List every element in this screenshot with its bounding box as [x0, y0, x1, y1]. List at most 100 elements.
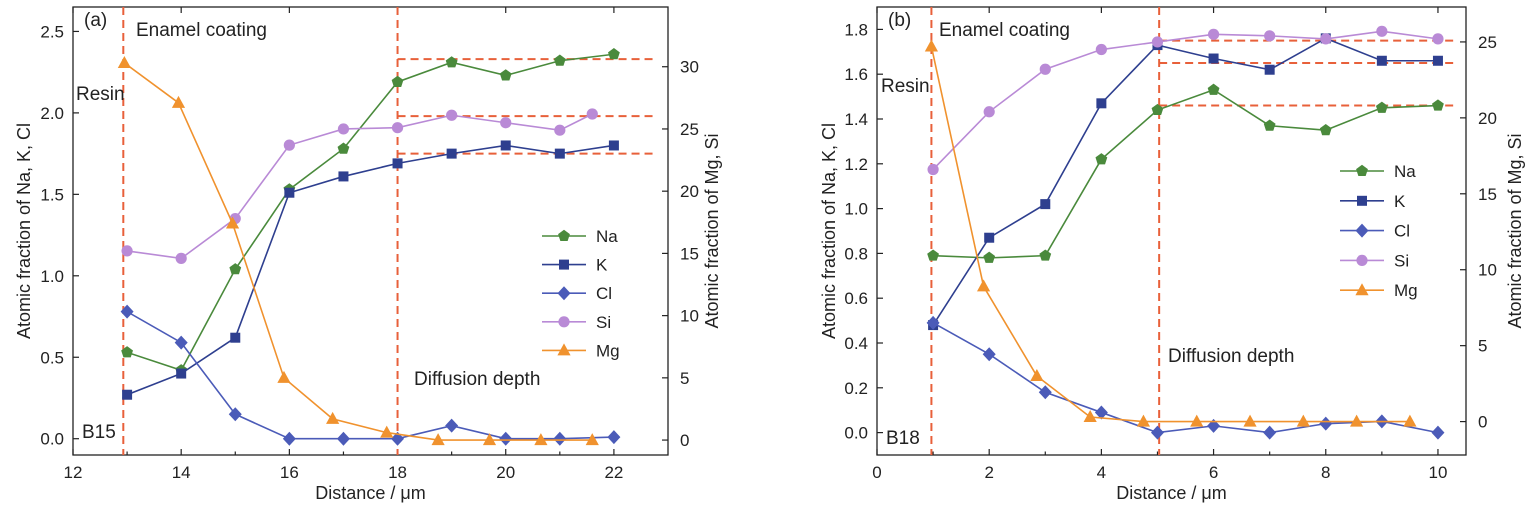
- data-point-k: [1432, 55, 1443, 66]
- data-point-k: [1040, 199, 1051, 210]
- data-point-k: [1264, 64, 1275, 75]
- data-point-mg: [1296, 414, 1310, 427]
- legend-marker-na: [1356, 164, 1368, 177]
- x-tick-label: 8: [1321, 463, 1330, 482]
- data-point-na: [927, 249, 939, 261]
- legend-marker-mg: [1355, 283, 1369, 296]
- data-point-k: [1208, 53, 1219, 64]
- data-point-cl: [1038, 385, 1052, 400]
- data-point-na: [391, 75, 404, 87]
- panel-b: 0 2 4 6 8 10 0.0 0.2 0.4 0.6 0.8 1.0 1.2 1.4 1.6 1.8 0 5 1…: [819, 6, 1525, 503]
- data-point-cl: [445, 418, 459, 433]
- data-point-si: [1376, 25, 1388, 37]
- plot-frame: [876, 6, 1467, 456]
- y-right-tick-label: 0: [680, 431, 689, 450]
- legend-marker-na: [558, 229, 570, 242]
- y-left-tick-label: 1.0: [844, 200, 868, 219]
- legend-marker-si: [558, 316, 570, 328]
- data-point-cl: [120, 304, 134, 319]
- data-point-k: [392, 158, 403, 169]
- y-left-tick-label: 0.5: [40, 348, 64, 367]
- data-point-mg: [171, 95, 186, 108]
- data-point-mg: [585, 433, 599, 446]
- series-line-mg: [930, 46, 1410, 423]
- data-point-na: [553, 54, 566, 66]
- x-tick-label: 6: [1209, 463, 1218, 482]
- data-point-si: [1039, 63, 1051, 75]
- y-left-tick-label: 1.2: [844, 155, 868, 174]
- legend-label: K: [596, 256, 608, 275]
- y-right-tick-label: 0: [1478, 413, 1487, 432]
- data-point-k: [1376, 55, 1387, 66]
- data-point-cl: [1431, 425, 1445, 440]
- y-left-tick-label: 1.8: [844, 20, 868, 39]
- data-point-k: [554, 148, 565, 159]
- y-axis-label-right: Atomic fraction of Mg, Si: [702, 133, 722, 328]
- x-tick-label: 10: [1428, 463, 1447, 482]
- y-right-tick-label: 10: [680, 307, 699, 326]
- x-tick-label: 2: [984, 463, 993, 482]
- y-left-tick-label: 0.8: [844, 244, 868, 263]
- series-line-na: [933, 88, 1438, 259]
- y-left-tick-label: 0.0: [40, 430, 64, 449]
- legend-label: Mg: [596, 341, 620, 360]
- data-point-na: [445, 56, 458, 68]
- data-point-si: [927, 163, 939, 176]
- y-left-tick-label: 2.5: [40, 22, 64, 41]
- y-left-tick-label: 2.0: [40, 104, 64, 123]
- data-point-cl: [1094, 405, 1108, 420]
- data-point-cl: [926, 315, 940, 330]
- legend-marker-cl: [557, 286, 571, 301]
- y-left-tick-label: 1.6: [844, 65, 868, 84]
- x-axis-label: Distance / μm: [1116, 483, 1226, 503]
- data-point-k: [122, 389, 133, 400]
- data-point-k: [284, 187, 295, 198]
- data-point-si: [983, 106, 995, 118]
- legend-label: Na: [596, 227, 618, 246]
- y-right-tick-label: 10: [1478, 261, 1497, 280]
- data-point-k: [608, 140, 619, 151]
- legend-marker-cl: [1355, 223, 1369, 238]
- data-point-si: [337, 123, 350, 135]
- series-line-si: [126, 113, 593, 260]
- data-point-na: [1207, 83, 1220, 95]
- data-point-si: [1264, 30, 1276, 42]
- data-point-cl: [282, 431, 296, 446]
- data-point-cl: [607, 430, 621, 445]
- x-tick-label: 12: [64, 463, 83, 482]
- y-right-tick-label: 20: [680, 182, 699, 201]
- legend-label: Mg: [1394, 281, 1418, 300]
- y-left-tick-label: 0.2: [844, 379, 868, 398]
- plot-frame: [72, 6, 669, 456]
- data-point-cl: [1319, 416, 1333, 431]
- data-point-na: [1039, 249, 1052, 261]
- data-point-cl: [336, 431, 350, 446]
- data-point-na: [1263, 119, 1276, 131]
- series-line-cl: [126, 310, 614, 440]
- diffusion-depth-label: Diffusion depth: [414, 369, 540, 390]
- data-point-mg: [380, 425, 394, 438]
- data-point-na: [337, 142, 350, 154]
- y-left-tick-label: 1.4: [844, 110, 868, 129]
- enamel-coating-label: Enamel coating: [136, 20, 267, 41]
- x-tick-label: 4: [1097, 463, 1106, 482]
- data-point-na: [1319, 124, 1332, 136]
- data-point-si: [1095, 43, 1107, 56]
- data-point-cl: [1263, 425, 1277, 440]
- data-point-si: [586, 108, 598, 120]
- series-line-mg: [123, 62, 593, 441]
- data-point-cl: [553, 431, 567, 446]
- data-point-k: [446, 148, 457, 159]
- y-left-tick-label: 1.0: [40, 267, 64, 286]
- legend-label: Na: [1394, 162, 1416, 181]
- data-point-na: [229, 263, 242, 275]
- data-point-mg: [924, 39, 939, 52]
- data-point-si: [1432, 33, 1444, 45]
- legend-marker-k: [1357, 195, 1367, 206]
- resin-label: Resin: [76, 84, 125, 105]
- y-axis-label-right: Atomic fraction of Mg, Si: [1505, 133, 1525, 328]
- data-point-si: [175, 252, 187, 264]
- data-point-na: [1095, 153, 1108, 165]
- data-point-mg: [1190, 414, 1204, 427]
